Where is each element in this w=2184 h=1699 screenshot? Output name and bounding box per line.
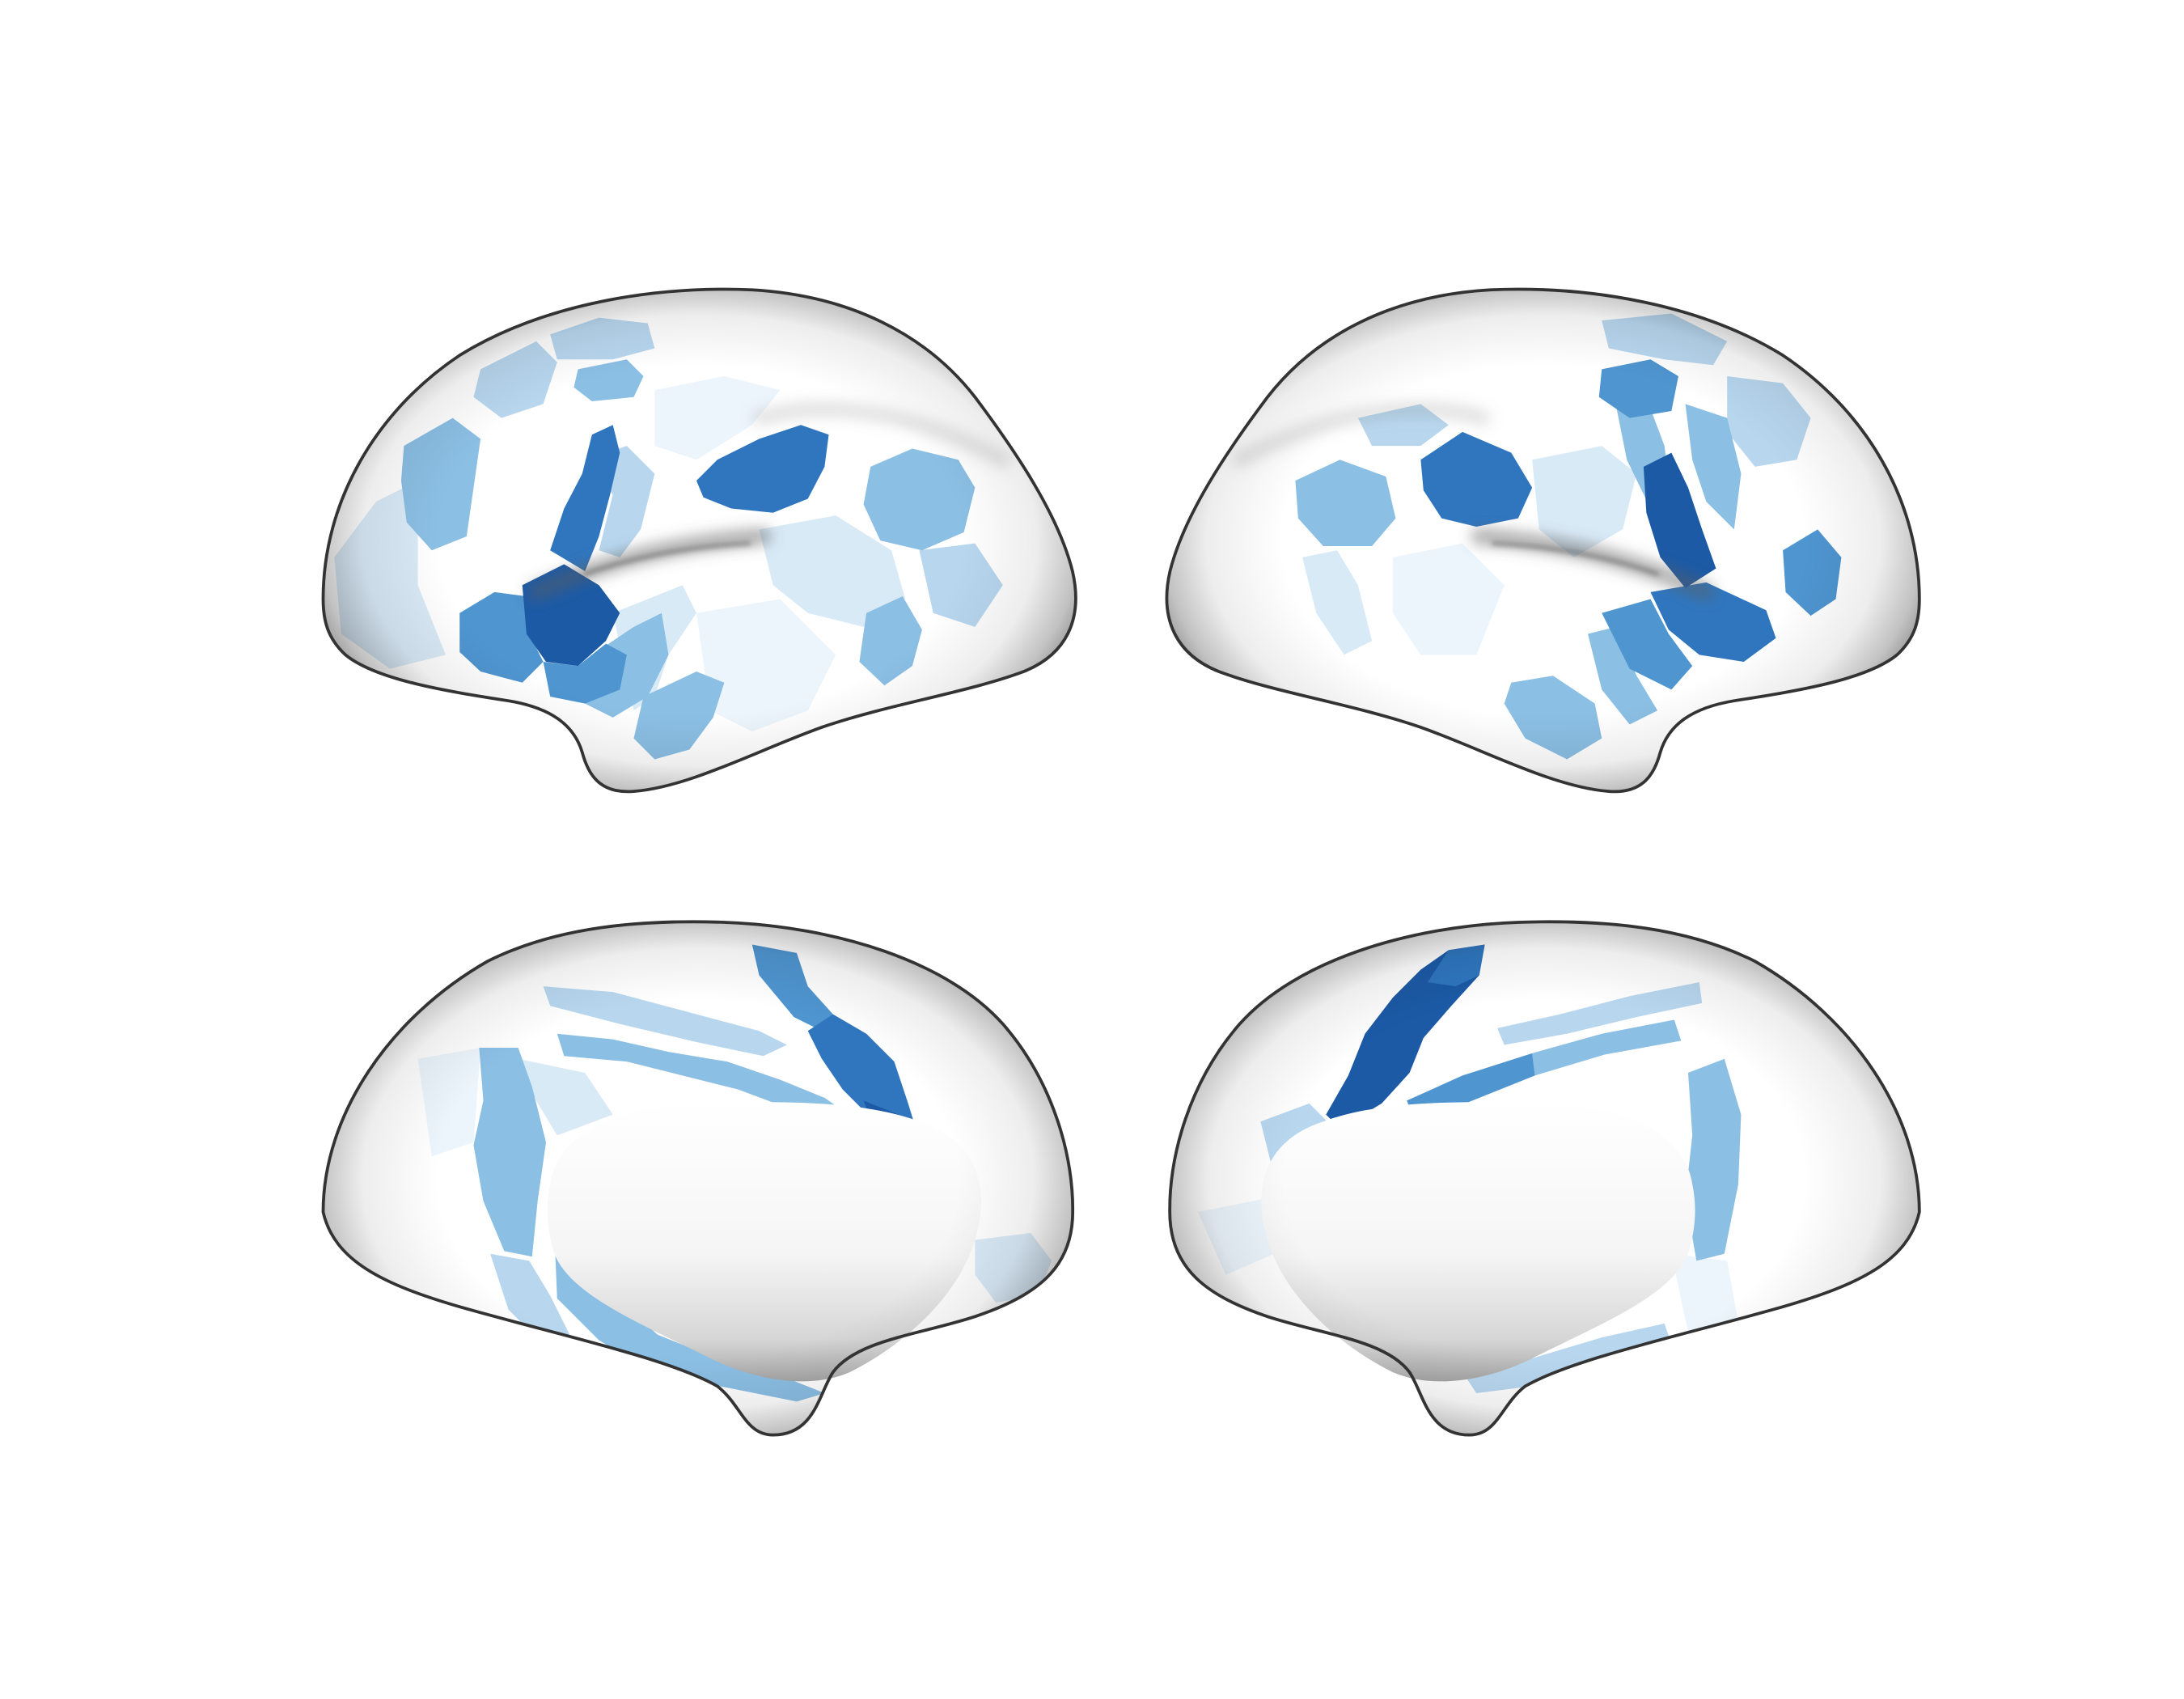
surface-shading <box>1166 289 1919 792</box>
brain-lateral-right <box>1165 287 1921 794</box>
surface-shading <box>323 289 1076 792</box>
brain-medial-right <box>1168 920 1921 1437</box>
brain-medial-left <box>321 920 1075 1437</box>
brain-lateral-left <box>321 287 1077 794</box>
